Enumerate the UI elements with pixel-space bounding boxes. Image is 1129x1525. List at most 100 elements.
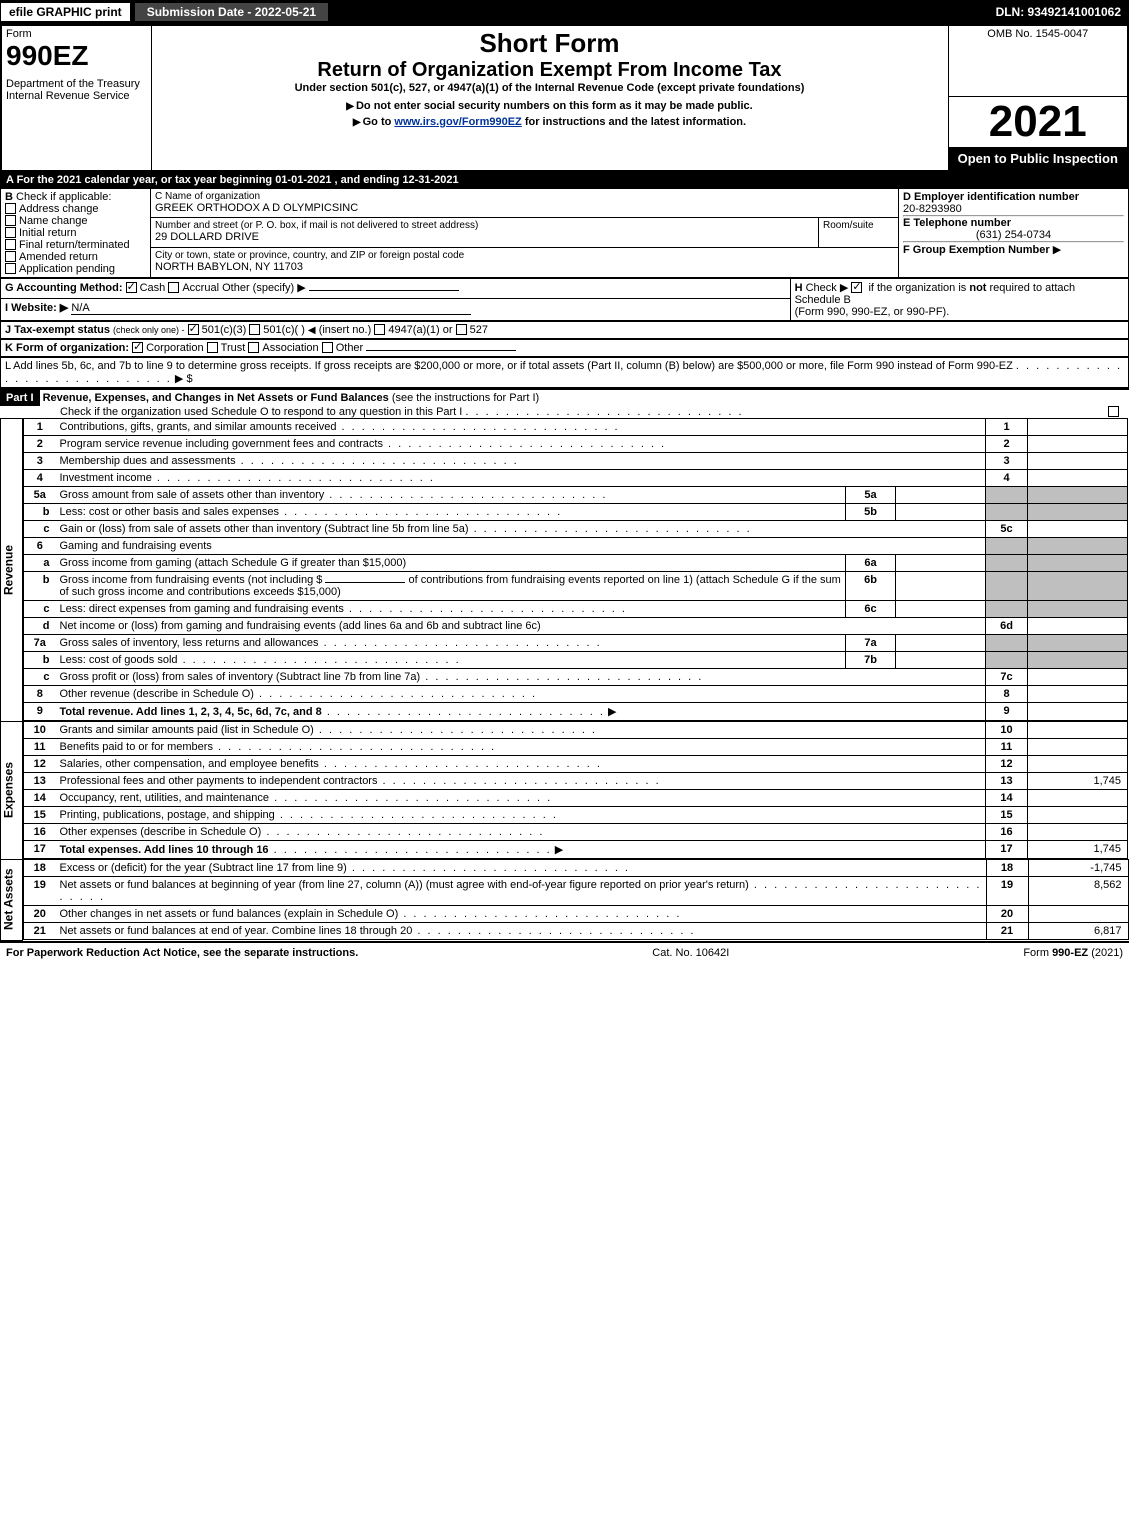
line-3-val: [1028, 453, 1128, 470]
part-i-header: Part I Revenue, Expenses, and Changes in…: [0, 388, 1129, 418]
line-4-val: [1028, 470, 1128, 487]
return-title: Return of Organization Exempt From Incom…: [156, 59, 944, 82]
label-corporation: Corporation: [146, 342, 203, 354]
other-specify-input[interactable]: [309, 290, 459, 291]
arrow-dollar: ▶ $: [175, 373, 193, 385]
dots: [275, 809, 558, 821]
part-i-note: (see the instructions for Part I): [392, 392, 539, 404]
line-16-desc: Other expenses (describe in Schedule O): [60, 826, 262, 838]
checkbox-501c3[interactable]: [188, 324, 199, 335]
checkbox-association[interactable]: [248, 342, 259, 353]
checkbox-trust[interactable]: [207, 342, 218, 353]
label-other-org: Other: [336, 342, 364, 354]
revenue-side-label: Revenue: [1, 418, 23, 721]
irs-label: Internal Revenue Service: [6, 90, 147, 102]
submission-date: Submission Date - 2022-05-21: [135, 3, 328, 21]
line-1-desc: Contributions, gifts, grants, and simila…: [60, 421, 337, 433]
footer-form-year: (2021): [1088, 947, 1123, 959]
dots: [279, 506, 562, 518]
other-org-input[interactable]: [366, 350, 516, 351]
checkbox-501c[interactable]: [249, 324, 260, 335]
checkbox-final-return[interactable]: [5, 239, 16, 250]
goto-prefix: Go to: [363, 116, 395, 128]
checkbox-name-change[interactable]: [5, 215, 16, 226]
section-b-label: B: [5, 191, 13, 203]
name-label: C Name of organization: [155, 191, 894, 202]
label-application-pending: Application pending: [19, 263, 115, 275]
net-assets-side-label: Net Assets: [1, 859, 23, 940]
form-header: Form 990EZ Department of the Treasury In…: [0, 24, 1129, 172]
footer-form-ref: Form 990-EZ (2021): [1023, 947, 1123, 959]
dots: [322, 706, 605, 718]
label-address-change: Address change: [19, 203, 99, 215]
arrow-icon: [353, 116, 363, 128]
line-7c-val: [1028, 669, 1128, 686]
checkbox-corporation[interactable]: [132, 342, 143, 353]
city-value: NORTH BABYLON, NY 11703: [155, 261, 894, 273]
line-2-desc: Program service revenue including govern…: [60, 438, 383, 450]
checkbox-amended-return[interactable]: [5, 251, 16, 262]
section-e-label: E Telephone number: [903, 217, 1011, 229]
line-5a-val: [896, 487, 986, 504]
section-h-label: H: [795, 282, 803, 294]
dots: [236, 455, 519, 467]
line-17-desc: Total expenses. Add lines 10 through 16: [60, 844, 269, 856]
tax-year: 2021: [949, 97, 1128, 147]
section-j-label: J Tax-exempt status: [5, 324, 110, 336]
checkbox-cash[interactable]: [126, 282, 137, 293]
checkbox-schedule-b[interactable]: [851, 282, 862, 293]
part-i-title: Revenue, Expenses, and Changes in Net As…: [43, 392, 389, 404]
checkbox-initial-return[interactable]: [5, 227, 16, 238]
phone-value: (631) 254-0734: [903, 229, 1124, 241]
dots: [269, 792, 552, 804]
dots: [383, 438, 666, 450]
line-8-val: [1028, 686, 1128, 703]
label-amended-return: Amended return: [19, 251, 98, 263]
checkbox-other-org[interactable]: [322, 342, 333, 353]
line-7c-desc: Gross profit or (loss) from sales of inv…: [60, 671, 421, 683]
open-public-inspection: Open to Public Inspection: [949, 147, 1128, 170]
label-4947: 4947(a)(1) or: [388, 324, 452, 336]
dots: [314, 724, 597, 736]
dots: [319, 758, 602, 770]
street-label: Number and street (or P. O. box, if mail…: [155, 220, 814, 231]
checkbox-accrual[interactable]: [168, 282, 179, 293]
dots: [347, 862, 630, 874]
section-l-text: L Add lines 5b, 6c, and 7b to line 9 to …: [5, 360, 1013, 372]
irs-link[interactable]: www.irs.gov/Form990EZ: [394, 116, 521, 128]
form-of-org-block: K Form of organization: Corporation Trus…: [0, 339, 1129, 357]
line-6c-desc: Less: direct expenses from gaming and fu…: [60, 603, 344, 615]
line-20-desc: Other changes in net assets or fund bala…: [60, 908, 399, 920]
dots: [344, 603, 627, 615]
line-4-desc: Investment income: [60, 472, 152, 484]
org-name: GREEK ORTHODOX A D OLYMPICSINC: [155, 202, 894, 214]
checkbox-address-change[interactable]: [5, 203, 16, 214]
tax-exempt-block: J Tax-exempt status (check only one) ‐ 5…: [0, 321, 1129, 339]
label-trust: Trust: [221, 342, 246, 354]
part-i-body: Revenue 1Contributions, gifts, grants, a…: [0, 418, 1129, 941]
dots: [178, 654, 461, 666]
line-12-desc: Salaries, other compensation, and employ…: [60, 758, 319, 770]
room-suite-label: Room/suite: [823, 220, 894, 231]
checkbox-4947[interactable]: [374, 324, 385, 335]
line-6b-amount-input[interactable]: [325, 582, 405, 583]
form-number: 990EZ: [6, 40, 147, 72]
checkbox-527[interactable]: [456, 324, 467, 335]
expenses-lines: 10Grants and similar amounts paid (list …: [23, 721, 1128, 859]
under-section: Under section 501(c), 527, or 4947(a)(1)…: [156, 82, 944, 94]
line-3-desc: Membership dues and assessments: [60, 455, 236, 467]
line-15-val: [1028, 807, 1128, 824]
line-11-desc: Benefits paid to or for members: [60, 741, 213, 753]
efile-print-label: efile GRAPHIC print: [0, 2, 131, 22]
line-7a-val: [896, 635, 986, 652]
dots: [319, 637, 602, 649]
label-name-change: Name change: [19, 215, 88, 227]
checkbox-schedule-o[interactable]: [1108, 406, 1119, 417]
line-5b-desc: Less: cost or other basis and sales expe…: [60, 506, 280, 518]
section-f-label: F Group Exemption Number: [903, 244, 1050, 256]
expenses-side-label: Expenses: [1, 721, 23, 859]
checkbox-application-pending[interactable]: [5, 263, 16, 274]
dots: [261, 826, 544, 838]
line-8-desc: Other revenue (describe in Schedule O): [60, 688, 254, 700]
arrow-left-icon: [308, 324, 316, 336]
